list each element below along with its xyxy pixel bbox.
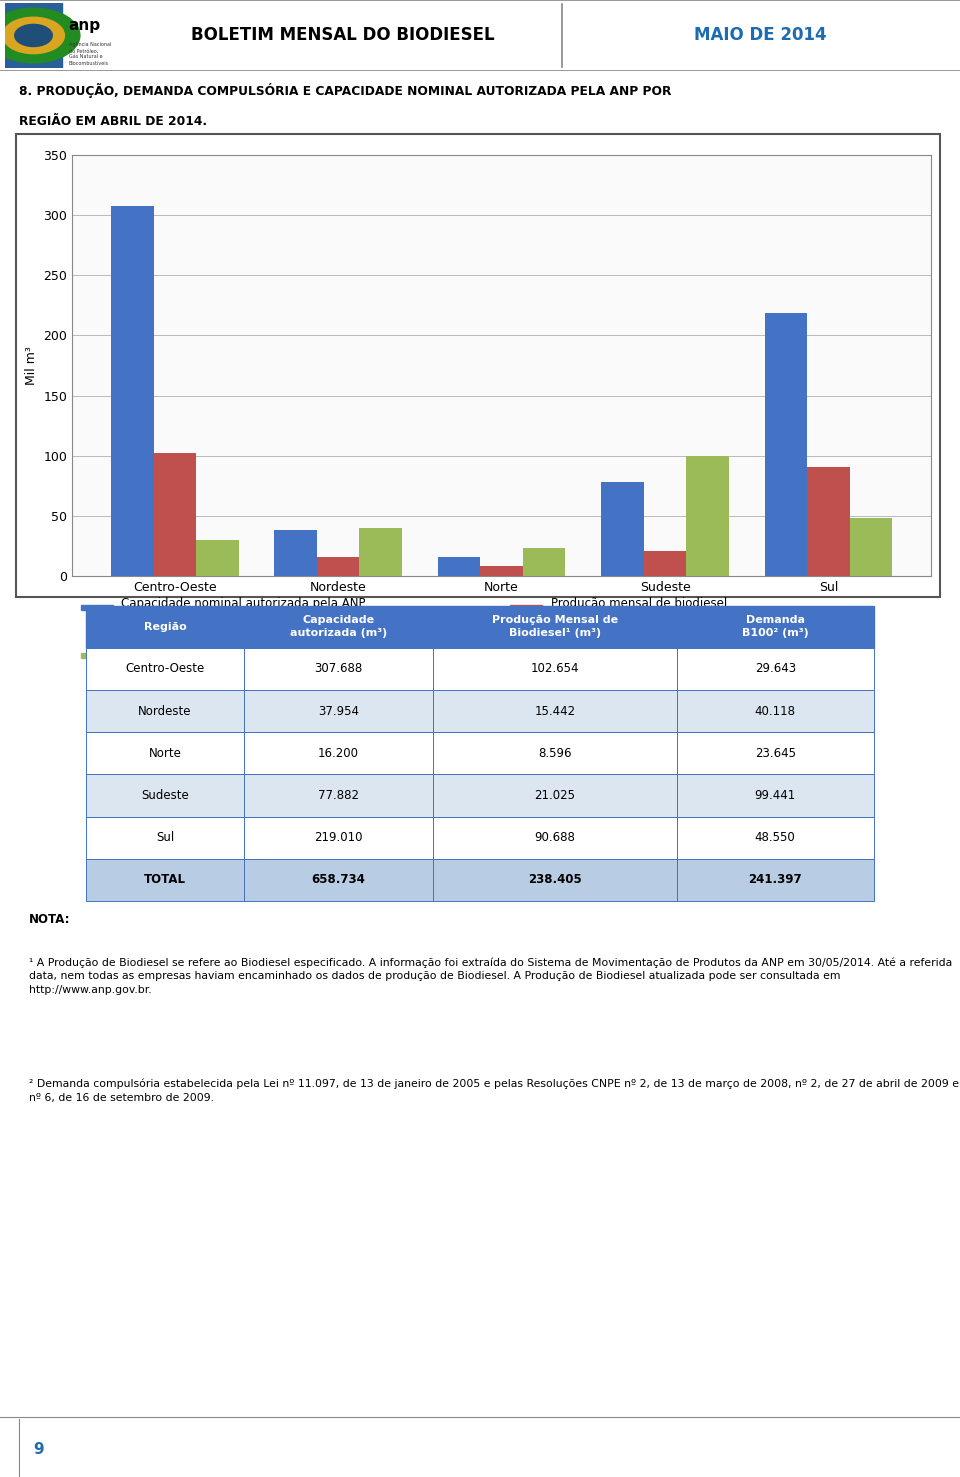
Bar	[765, 313, 807, 576]
Bar	[196, 541, 238, 576]
Bar	[480, 566, 523, 576]
Text: 77.882: 77.882	[318, 789, 359, 802]
Text: 238.405: 238.405	[528, 873, 582, 886]
Text: Região: Região	[144, 622, 186, 632]
Text: Produção mensal de biodiesel: Produção mensal de biodiesel	[551, 597, 728, 610]
Bar	[154, 452, 196, 576]
Text: Sul: Sul	[156, 832, 175, 845]
Y-axis label: Mil m³: Mil m³	[25, 346, 37, 385]
Text: Demanda compulsória mensal de biodiesel: Demanda compulsória mensal de biodiesel	[121, 645, 376, 659]
Bar	[86, 606, 244, 648]
Text: 9: 9	[34, 1442, 44, 1456]
Bar	[677, 606, 874, 648]
Text: Agência Nacional
do Petróleo,
Gás Natural e
Biocombustíveis: Agência Nacional do Petróleo, Gás Natura…	[69, 41, 111, 65]
Text: 15.442: 15.442	[534, 705, 575, 718]
Bar	[317, 557, 359, 576]
Bar	[433, 858, 677, 901]
Bar	[677, 774, 874, 817]
Text: ² Demanda compulsória estabelecida pela Lei nº 11.097, de 13 de janeiro de 2005 : ² Demanda compulsória estabelecida pela …	[29, 1078, 959, 1103]
Text: 8.596: 8.596	[538, 747, 571, 759]
Text: 241.397: 241.397	[749, 873, 802, 886]
Bar	[5, 3, 62, 68]
Bar	[86, 858, 244, 901]
Text: 8. PRODUÇÃO, DEMANDA COMPULSÓRIA E CAPACIDADE NOMINAL AUTORIZADA PELA ANP POR: 8. PRODUÇÃO, DEMANDA COMPULSÓRIA E CAPAC…	[19, 83, 672, 97]
Bar	[111, 205, 154, 576]
Circle shape	[3, 18, 64, 53]
Bar	[81, 653, 113, 659]
Bar	[244, 817, 433, 858]
Bar	[86, 774, 244, 817]
Bar	[244, 606, 433, 648]
Bar	[686, 456, 729, 576]
Text: Demanda
B100² (m³): Demanda B100² (m³)	[742, 616, 808, 638]
Bar	[359, 527, 402, 576]
Text: 23.645: 23.645	[755, 747, 796, 759]
Text: 219.010: 219.010	[314, 832, 363, 845]
Text: anp: anp	[69, 18, 101, 32]
Bar	[433, 648, 677, 690]
Text: Produção Mensal de
Biodiesel¹ (m³): Produção Mensal de Biodiesel¹ (m³)	[492, 616, 618, 638]
Bar	[677, 817, 874, 858]
Bar	[81, 606, 113, 610]
Text: 29.643: 29.643	[755, 662, 796, 675]
Bar	[86, 733, 244, 774]
Text: NOTA:: NOTA:	[29, 913, 70, 926]
Bar	[677, 733, 874, 774]
Text: Capacidade
autorizada (m³): Capacidade autorizada (m³)	[290, 616, 387, 638]
Bar	[433, 733, 677, 774]
Bar	[244, 690, 433, 733]
Text: 40.118: 40.118	[755, 705, 796, 718]
Text: 48.550: 48.550	[755, 832, 796, 845]
Bar	[244, 733, 433, 774]
Text: TOTAL: TOTAL	[144, 873, 186, 886]
Text: MAIO DE 2014: MAIO DE 2014	[694, 27, 828, 44]
Bar	[433, 606, 677, 648]
Text: 90.688: 90.688	[535, 832, 575, 845]
Bar	[86, 648, 244, 690]
Text: REGIÃO EM ABRIL DE 2014.: REGIÃO EM ABRIL DE 2014.	[19, 115, 207, 128]
Bar	[601, 483, 644, 576]
Text: Norte: Norte	[149, 747, 181, 759]
Text: Centro-Oeste: Centro-Oeste	[126, 662, 204, 675]
Circle shape	[14, 25, 52, 46]
Bar	[86, 690, 244, 733]
Bar	[807, 467, 850, 576]
Text: 21.025: 21.025	[535, 789, 575, 802]
Bar	[86, 817, 244, 858]
Bar	[677, 858, 874, 901]
Bar	[677, 690, 874, 733]
Bar	[433, 774, 677, 817]
Bar	[244, 648, 433, 690]
Circle shape	[0, 9, 80, 62]
Bar	[244, 858, 433, 901]
Text: 16.200: 16.200	[318, 747, 359, 759]
Text: Nordeste: Nordeste	[138, 705, 192, 718]
Text: 37.954: 37.954	[318, 705, 359, 718]
Bar	[677, 648, 874, 690]
Bar	[433, 817, 677, 858]
Text: ¹ A Produção de Biodiesel se refere ao Biodiesel especificado. A informação foi : ¹ A Produção de Biodiesel se refere ao B…	[29, 957, 952, 995]
Bar	[644, 551, 686, 576]
Bar	[275, 530, 317, 576]
Bar	[433, 690, 677, 733]
Bar	[523, 548, 565, 576]
Text: 658.734: 658.734	[311, 873, 365, 886]
Bar	[510, 606, 542, 610]
Bar	[850, 517, 892, 576]
Bar	[244, 774, 433, 817]
Text: BOLETIM MENSAL DO BIODIESEL: BOLETIM MENSAL DO BIODIESEL	[191, 27, 495, 44]
Bar	[438, 557, 480, 576]
Text: 99.441: 99.441	[755, 789, 796, 802]
Text: Capacidade nominal autorizada pela ANP: Capacidade nominal autorizada pela ANP	[121, 597, 366, 610]
Text: 102.654: 102.654	[531, 662, 579, 675]
Text: 307.688: 307.688	[314, 662, 363, 675]
Text: Sudeste: Sudeste	[141, 789, 189, 802]
